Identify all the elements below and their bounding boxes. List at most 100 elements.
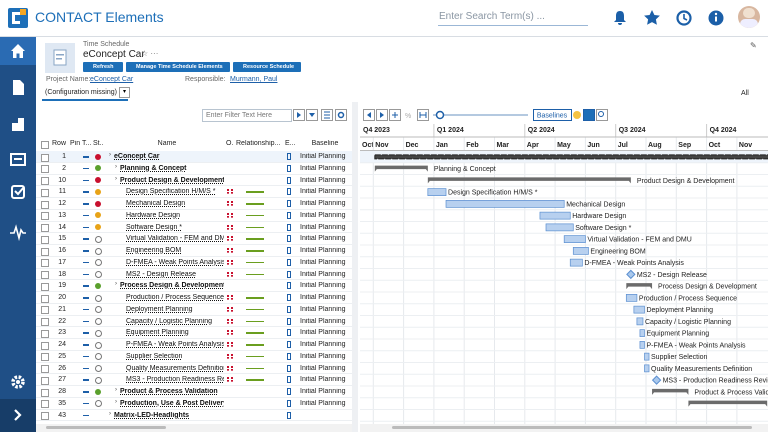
- tab-menu[interactable]: ▾: [119, 87, 130, 98]
- column-header[interactable]: St...: [93, 140, 103, 147]
- zoom-slider[interactable]: [435, 110, 445, 120]
- nav-expand[interactable]: [0, 399, 36, 432]
- row-checkbox[interactable]: [41, 188, 49, 197]
- project-link[interactable]: eConcept Car: [90, 76, 134, 83]
- star-icon[interactable]: [644, 10, 660, 25]
- column-header[interactable]: E...: [285, 140, 295, 147]
- table-row[interactable]: 23 Equipment Planning Initial Planning: [36, 327, 352, 339]
- table-row[interactable]: 26 Quality Measurements Definition Initial…: [36, 363, 352, 375]
- table-row[interactable]: 1 › eConcept Car Initial Planning: [36, 151, 352, 163]
- column-header[interactable]: O...: [226, 140, 234, 147]
- tab-active[interactable]: (Configuration missing): [42, 86, 128, 101]
- responsible-link[interactable]: Murmann, Paul: [230, 76, 278, 83]
- column-header[interactable]: Relationship...: [236, 140, 281, 147]
- select-all[interactable]: [41, 141, 49, 149]
- nav-activity[interactable]: [10, 224, 26, 242]
- logo[interactable]: [8, 8, 28, 28]
- row-name[interactable]: Equipment Planning: [126, 329, 189, 337]
- column-header[interactable]: Name: [157, 140, 177, 147]
- nav-documents[interactable]: [13, 80, 24, 95]
- table-row[interactable]: 19 › Process Design & Development Initial P…: [36, 280, 352, 292]
- row-name[interactable]: Hardware Design: [126, 211, 181, 219]
- row-name[interactable]: Planning & Concept: [120, 164, 187, 172]
- action-button[interactable]: Refresh: [83, 62, 123, 72]
- table-row[interactable]: 14 Software Design * Initial Planning: [36, 222, 352, 234]
- table-row[interactable]: 18 MS2 - Design Release Initial Planning: [36, 269, 352, 281]
- row-name[interactable]: Process Design & Development: [120, 282, 224, 290]
- expand-toggle[interactable]: ›: [115, 175, 117, 182]
- row-checkbox[interactable]: [41, 177, 49, 185]
- row-name[interactable]: Deployment Planning: [126, 305, 193, 313]
- row-name[interactable]: eConcept Car: [114, 153, 160, 160]
- table-row[interactable]: 25 Supplier Selection Initial Planning: [36, 351, 352, 363]
- row-checkbox[interactable]: [41, 365, 49, 373]
- nav-settings[interactable]: [0, 367, 36, 399]
- row-checkbox[interactable]: [41, 400, 49, 409]
- table-row[interactable]: 10 › Product Design & Development Initial P…: [36, 175, 352, 187]
- row-name[interactable]: Engineering BOM: [126, 247, 182, 254]
- row-checkbox[interactable]: [41, 306, 49, 315]
- tool-settings[interactable]: [335, 109, 347, 121]
- row-checkbox[interactable]: [41, 165, 49, 174]
- table-row[interactable]: 2 › Planning & Concept Initial Planning: [36, 163, 352, 175]
- column-header[interactable]: Pin: [70, 140, 80, 147]
- table-row[interactable]: 21 Deployment Planning Initial Planning: [36, 304, 352, 316]
- row-name[interactable]: Capacity / Logistic Planning: [126, 317, 212, 325]
- expand-toggle[interactable]: ›: [115, 281, 117, 288]
- gantt-scroll-thumb[interactable]: [392, 426, 752, 429]
- table-row[interactable]: 17 D-FMEA - Weak Points Analysis Initial P…: [36, 257, 352, 269]
- row-name[interactable]: Product Design & Development: [120, 176, 224, 184]
- table-scrollbar[interactable]: [36, 424, 352, 432]
- avatar[interactable]: [738, 6, 760, 28]
- row-name[interactable]: D-FMEA - Weak Points Analysis: [126, 258, 224, 266]
- row-name[interactable]: MS2 - Design Release: [126, 270, 197, 278]
- row-checkbox[interactable]: [41, 282, 49, 291]
- expand-toggle[interactable]: ›: [115, 398, 117, 405]
- row-checkbox[interactable]: [41, 388, 49, 397]
- row-checkbox[interactable]: [41, 341, 49, 350]
- nav-structure[interactable]: [12, 118, 24, 131]
- row-name[interactable]: MS3 - Production Readiness Review: [126, 376, 224, 384]
- row-checkbox[interactable]: [41, 329, 49, 338]
- table-row[interactable]: 24 P-FMEA - Weak Points Analysis Initial P…: [36, 339, 352, 351]
- table-row[interactable]: 12 Mechanical Design Initial Planning: [36, 198, 352, 210]
- splitter[interactable]: [352, 102, 358, 432]
- row-checkbox[interactable]: [41, 224, 49, 232]
- action-button[interactable]: Manage Time Schedule Elements: [126, 62, 230, 72]
- column-header[interactable]: Row: [52, 140, 66, 147]
- row-checkbox[interactable]: [41, 412, 49, 420]
- nav-windows[interactable]: [10, 153, 26, 166]
- object-star[interactable]: ☆ ···: [141, 49, 159, 58]
- row-checkbox[interactable]: [41, 247, 49, 256]
- table-row[interactable]: 13 Hardware Design Initial Planning: [36, 210, 352, 222]
- expand-toggle[interactable]: ›: [115, 387, 117, 393]
- row-checkbox[interactable]: [41, 318, 49, 326]
- baselines-button[interactable]: [533, 109, 572, 121]
- row-name[interactable]: P-FMEA - Weak Points Analysis: [126, 341, 224, 348]
- filter-all[interactable]: All: [741, 90, 749, 97]
- table-row[interactable]: 27 MS3 - Production Readiness Review Initi…: [36, 374, 352, 386]
- row-name[interactable]: Production, Use & Post Delivery S: [120, 399, 224, 407]
- table-row[interactable]: 43 › Matrix-LED-Headlights: [36, 410, 352, 422]
- row-name[interactable]: Supplier Selection: [126, 352, 183, 360]
- expand-toggle[interactable]: ›: [115, 163, 117, 170]
- table-row[interactable]: 22 Capacity / Logistic Planning Initial Pl…: [36, 316, 352, 328]
- row-name[interactable]: Virtual Validation - FEM and DMU: [126, 235, 224, 243]
- nav-home[interactable]: [0, 37, 36, 65]
- row-name[interactable]: Matrix-LED-Headlights: [114, 411, 190, 419]
- row-checkbox[interactable]: [41, 376, 49, 385]
- expand-toggle[interactable]: ›: [109, 152, 111, 158]
- column-header[interactable]: Baseline: [311, 140, 339, 147]
- row-name[interactable]: Product & Process Validation: [120, 388, 218, 395]
- row-checkbox[interactable]: [41, 212, 49, 221]
- row-name[interactable]: Quality Measurements Definition: [126, 364, 224, 372]
- row-checkbox[interactable]: [41, 235, 49, 244]
- row-name[interactable]: Mechanical Design: [126, 200, 186, 207]
- table-row[interactable]: 16 Engineering BOM Initial Planning: [36, 245, 352, 257]
- edit-icon[interactable]: ✎: [750, 41, 757, 50]
- history-icon[interactable]: [676, 10, 692, 26]
- table-row[interactable]: 28 › Product & Process Validation Initial P…: [36, 386, 352, 398]
- table-filter[interactable]: Enter Filter Text Here: [202, 109, 292, 122]
- search-box[interactable]: Enter Search Term(s) ...: [438, 9, 588, 26]
- row-checkbox[interactable]: [41, 294, 49, 303]
